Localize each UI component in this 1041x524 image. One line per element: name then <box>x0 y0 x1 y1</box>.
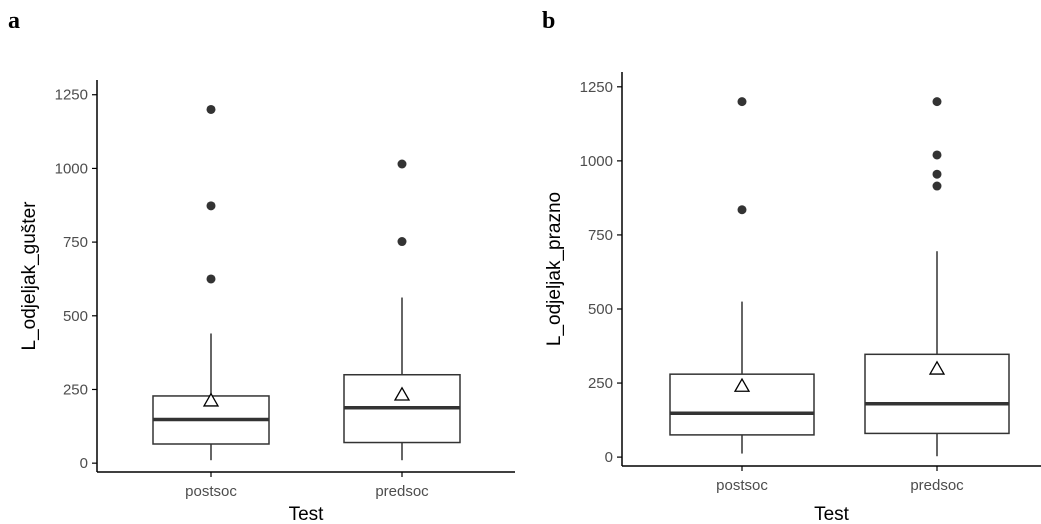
x-axis-title: Test <box>814 504 850 524</box>
y-tick-label: 500 <box>588 301 613 318</box>
y-axis-title: L_odjeljak_gušter <box>19 201 40 351</box>
outlier-point <box>397 159 407 169</box>
y-tick-label: 750 <box>588 227 613 244</box>
y-tick-label: 1250 <box>55 87 88 104</box>
outlier-point <box>206 201 216 211</box>
y-tick-label: 250 <box>63 381 88 398</box>
y-tick-label: 250 <box>588 375 613 392</box>
outlier-point <box>932 150 942 160</box>
x-tick-label: postsoc <box>716 477 768 494</box>
outlier-point <box>206 274 216 284</box>
outlier-point <box>932 97 942 107</box>
outlier-point <box>737 97 747 107</box>
y-tick-label: 500 <box>63 308 88 325</box>
mean-marker <box>393 386 411 401</box>
mean-marker <box>928 360 946 375</box>
outlier-point <box>206 104 216 114</box>
panel-a-label: a <box>8 8 20 34</box>
boxplot-chart-b: 0 250 500 750 1000 1250 postsoc predsoc Test L_od… <box>544 72 1041 524</box>
y-tick-label: 0 <box>80 455 88 472</box>
outlier-point <box>932 169 942 179</box>
mean-marker <box>733 377 751 392</box>
x-axis-title: Test <box>289 504 325 524</box>
mean-marker <box>202 392 220 407</box>
x-tick-label: postsoc <box>185 483 237 500</box>
outlier-point <box>737 205 747 215</box>
x-tick-label: predsoc <box>375 483 429 500</box>
y-tick-label: 750 <box>63 234 88 251</box>
panel-b-label: b <box>542 8 556 34</box>
y-tick-label: 1000 <box>580 153 613 170</box>
y-tick-label: 0 <box>605 449 613 466</box>
y-axis-title: L_odjeljak_prazno <box>544 192 565 346</box>
y-tick-label: 1000 <box>55 160 88 177</box>
y-tick-label: 1250 <box>580 79 613 96</box>
boxplot-chart-a: 0 250 500 750 1000 1250 postsoc predsoc Test L_od… <box>19 80 515 524</box>
x-tick-label: predsoc <box>910 477 964 494</box>
outlier-point <box>932 181 942 191</box>
outlier-point <box>397 237 407 247</box>
